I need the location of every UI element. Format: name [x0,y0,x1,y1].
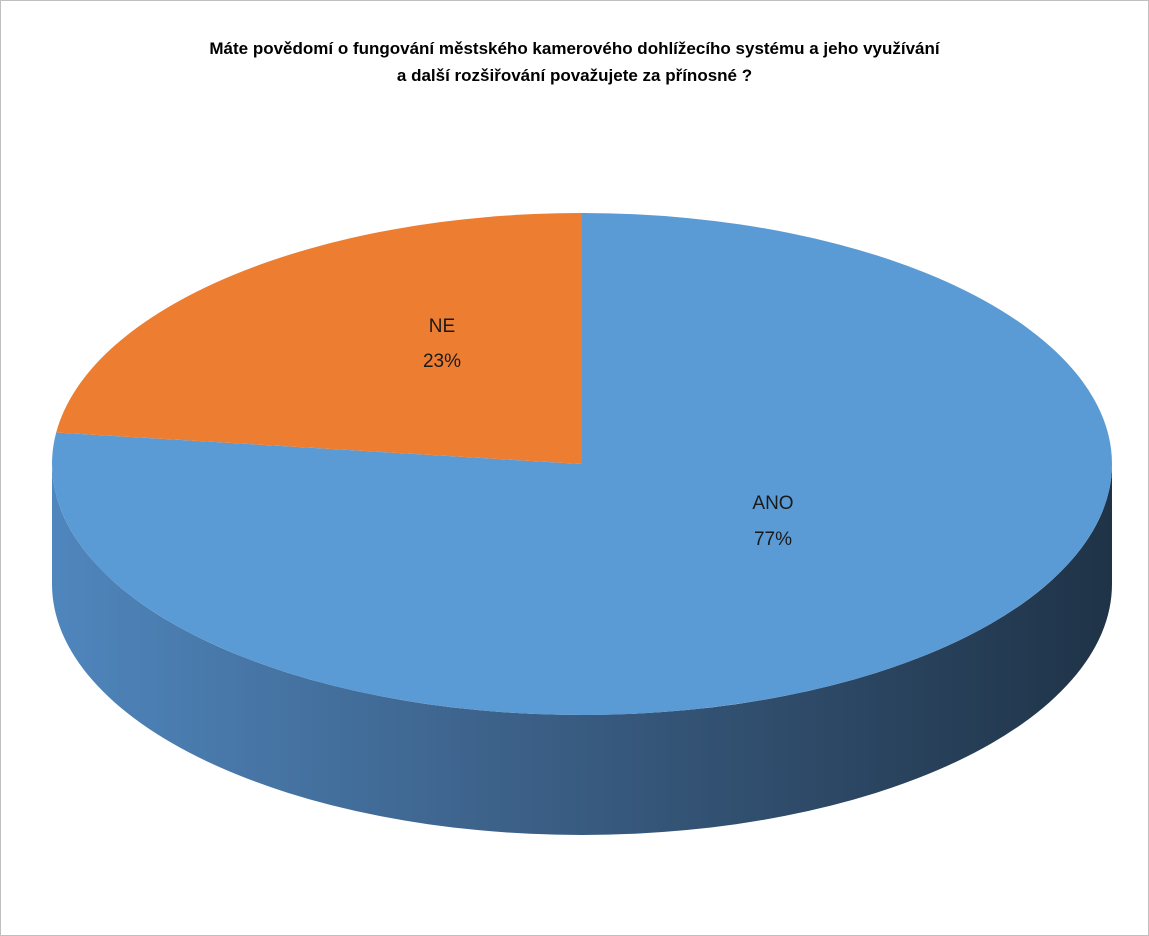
pie-slice-ano[interactable] [52,213,1113,715]
slice-label-ne-value: 23% [423,351,461,372]
slice-label-ano-value: 77% [754,529,792,550]
pie-side-ano [52,464,1112,835]
pie-slice-ne[interactable] [56,213,583,464]
slice-label-ano-name: ANO [752,493,793,514]
slice-label-ne-name: NE [429,316,455,337]
chart-title-line-2: a další rozšiřování považujete za přínos… [396,66,753,85]
chart-title: Máte povědomí o fungování městského kame… [1,35,1148,89]
chart-title-line-1: Máte povědomí o fungování městského kame… [209,39,940,58]
pie-top [52,213,1113,715]
